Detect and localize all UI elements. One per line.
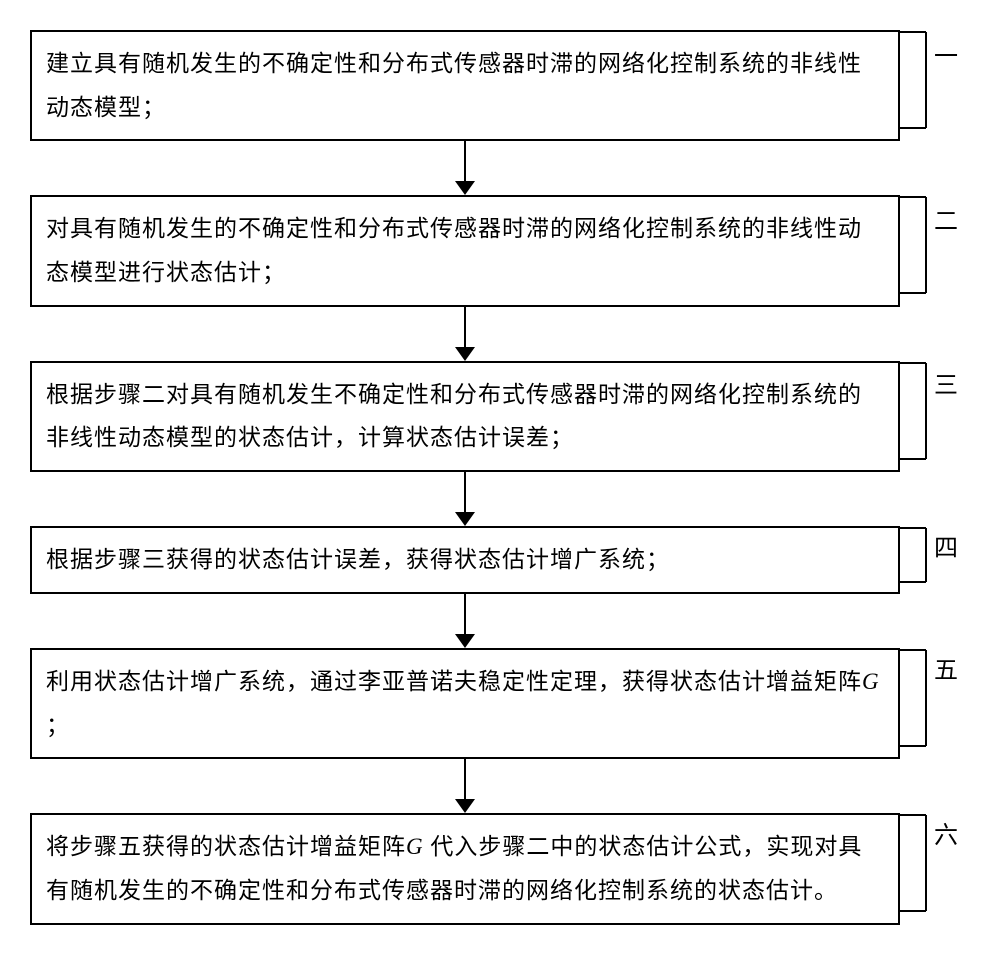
arrow-down-icon: [30, 307, 900, 361]
bracket-icon: [900, 526, 928, 584]
step-label-5: 五: [934, 650, 958, 685]
step-row-5: 利用状态估计增广系统，通过李亚普诺夫稳定性定理，获得状态估计增益矩阵G ； 五: [30, 648, 970, 759]
bracket-icon: [900, 195, 928, 295]
step-row-3: 根据步骤二对具有随机发生不确定性和分布式传感器时滞的网络化控制系统的非线性动态模…: [30, 361, 970, 472]
bracket-icon: [900, 648, 928, 748]
bracket-icon: [900, 30, 928, 130]
step-label-wrap-3: 三: [900, 361, 970, 461]
step-label-wrap-4: 四: [900, 526, 970, 584]
step-row-2: 对具有随机发生的不确定性和分布式传感器时滞的网络化控制系统的非线性动态模型进行状…: [30, 195, 970, 306]
step-label-1: 一: [934, 36, 958, 71]
step-label-4: 四: [934, 528, 958, 563]
step-label-wrap-1: 一: [900, 30, 970, 130]
step-row-4: 根据步骤三获得的状态估计误差，获得状态估计增广系统； 四: [30, 526, 970, 594]
step-label-wrap-6: 六: [900, 813, 970, 913]
step-row-1: 建立具有随机发生的不确定性和分布式传感器时滞的网络化控制系统的非线性动态模型； …: [30, 30, 970, 141]
arrow-down-icon: [30, 759, 900, 813]
step-row-6: 将步骤五获得的状态估计增益矩阵G 代入步骤二中的状态估计公式，实现对具有随机发生…: [30, 813, 970, 924]
step-box-3: 根据步骤二对具有随机发生不确定性和分布式传感器时滞的网络化控制系统的非线性动态模…: [30, 361, 900, 472]
step-label-2: 二: [934, 201, 958, 236]
step-box-6: 将步骤五获得的状态估计增益矩阵G 代入步骤二中的状态估计公式，实现对具有随机发生…: [30, 813, 900, 924]
step-box-4: 根据步骤三获得的状态估计误差，获得状态估计增广系统；: [30, 526, 900, 594]
arrow-down-icon: [30, 141, 900, 195]
step-label-wrap-5: 五: [900, 648, 970, 748]
step-box-2: 对具有随机发生的不确定性和分布式传感器时滞的网络化控制系统的非线性动态模型进行状…: [30, 195, 900, 306]
arrow-down-icon: [30, 472, 900, 526]
bracket-icon: [900, 813, 928, 913]
arrow-down-icon: [30, 594, 900, 648]
step-box-5: 利用状态估计增广系统，通过李亚普诺夫稳定性定理，获得状态估计增益矩阵G ；: [30, 648, 900, 759]
step-box-1: 建立具有随机发生的不确定性和分布式传感器时滞的网络化控制系统的非线性动态模型；: [30, 30, 900, 141]
step-label-3: 三: [934, 365, 958, 400]
bracket-icon: [900, 361, 928, 461]
step-label-wrap-2: 二: [900, 195, 970, 295]
step-label-6: 六: [934, 815, 958, 850]
